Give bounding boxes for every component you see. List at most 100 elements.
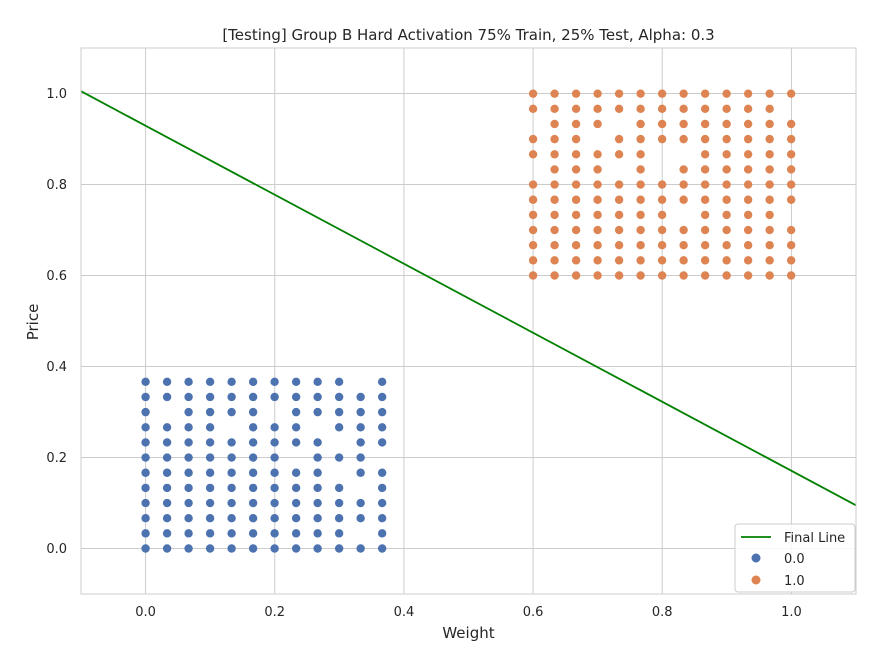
scatter-point: [162, 453, 172, 462]
scatter-point: [743, 195, 753, 204]
scatter-point: [141, 423, 150, 432]
scatter-point: [786, 195, 796, 204]
scatter-point: [593, 195, 602, 204]
scatter-point: [377, 377, 387, 387]
scatter-point: [270, 483, 279, 493]
plot-area: [81, 48, 856, 594]
y-tick-label: 0.8: [46, 178, 67, 193]
scatter-point: [679, 225, 688, 235]
scatter-point: [679, 89, 688, 98]
scatter-point: [205, 468, 215, 477]
scatter-point: [571, 271, 581, 280]
scatter-point: [248, 529, 258, 538]
scatter-point: [205, 483, 215, 493]
scatter-point: [528, 180, 538, 189]
scatter-point: [528, 195, 538, 204]
scatter-point: [141, 498, 150, 508]
scatter-point: [786, 180, 796, 189]
scatter-point: [377, 529, 387, 538]
scatter-point: [765, 150, 774, 159]
scatter-point: [636, 119, 645, 129]
scatter-point: [550, 210, 559, 220]
scatter-point: [593, 256, 602, 265]
scatter-point: [657, 89, 667, 98]
scatter-point: [550, 119, 559, 129]
scatter-point: [334, 453, 344, 462]
scatter-point: [248, 483, 258, 493]
scatter-point: [571, 225, 581, 235]
scatter-point: [743, 150, 753, 159]
scatter-point: [743, 240, 753, 250]
scatter-point: [356, 544, 365, 553]
scatter-point: [528, 104, 538, 114]
scatter-point: [614, 256, 624, 265]
scatter-point: [141, 407, 150, 417]
scatter-point: [593, 89, 602, 98]
scatter-point: [291, 483, 301, 493]
scatter-point: [786, 225, 796, 235]
scatter-point: [743, 180, 753, 189]
scatter-point: [700, 271, 710, 280]
scatter-point: [227, 468, 236, 477]
scatter-point: [614, 180, 624, 189]
scatter-point: [141, 377, 150, 387]
scatter-point: [765, 89, 774, 98]
scatter-point: [722, 119, 731, 129]
scatter-point: [722, 225, 731, 235]
scatter-point: [227, 544, 236, 553]
scatter-point: [356, 453, 365, 462]
scatter-point: [184, 423, 193, 432]
scatter-point: [657, 256, 667, 265]
scatter-point: [184, 392, 193, 402]
scatter-point: [700, 195, 710, 204]
scatter-point: [313, 529, 322, 538]
scatter-point: [636, 134, 645, 144]
scatter-point: [765, 165, 774, 174]
scatter-point: [356, 468, 365, 477]
scatter-point: [205, 529, 215, 538]
scatter-point: [184, 407, 193, 417]
scatter-point: [571, 195, 581, 204]
scatter-point: [248, 423, 258, 432]
scatter-point: [743, 89, 753, 98]
scatter-point: [313, 513, 322, 523]
scatter-point: [227, 529, 236, 538]
scatter-point: [571, 256, 581, 265]
scatter-point: [291, 468, 301, 477]
scatter-point: [636, 180, 645, 189]
scatter-point: [227, 392, 236, 402]
scatter-point: [614, 225, 624, 235]
scatter-point: [248, 453, 258, 462]
legend-label-final-line: Final Line: [784, 531, 845, 546]
scatter-point: [765, 195, 774, 204]
plot-frame: [80, 47, 857, 595]
scatter-point: [722, 89, 731, 98]
scatter-point: [141, 392, 150, 402]
scatter-point: [313, 407, 322, 417]
scatter-point: [614, 195, 624, 204]
scatter-point: [377, 513, 387, 523]
scatter-point: [571, 210, 581, 220]
scatter-point: [571, 104, 581, 114]
scatter-point: [205, 498, 215, 508]
scatter-point: [657, 195, 667, 204]
chart-title: [Testing] Group B Hard Activation 75% Tr…: [222, 26, 714, 44]
scatter-point: [162, 468, 172, 477]
scatter-point: [593, 150, 602, 159]
scatter-point: [722, 165, 731, 174]
scatter-point: [786, 240, 796, 250]
scatter-point: [593, 271, 602, 280]
scatter-point: [356, 392, 365, 402]
scatter-point: [550, 165, 559, 174]
scatter-point: [248, 513, 258, 523]
scatter-point: [593, 225, 602, 235]
scatter-point: [528, 256, 538, 265]
scatter-point: [743, 210, 753, 220]
scatter-point: [593, 119, 602, 129]
scatter-point: [571, 134, 581, 144]
scatter-point: [571, 165, 581, 174]
scatter-point: [614, 150, 624, 159]
scatter-point: [313, 468, 322, 477]
scatter-point: [227, 407, 236, 417]
scatter-point: [356, 438, 365, 447]
